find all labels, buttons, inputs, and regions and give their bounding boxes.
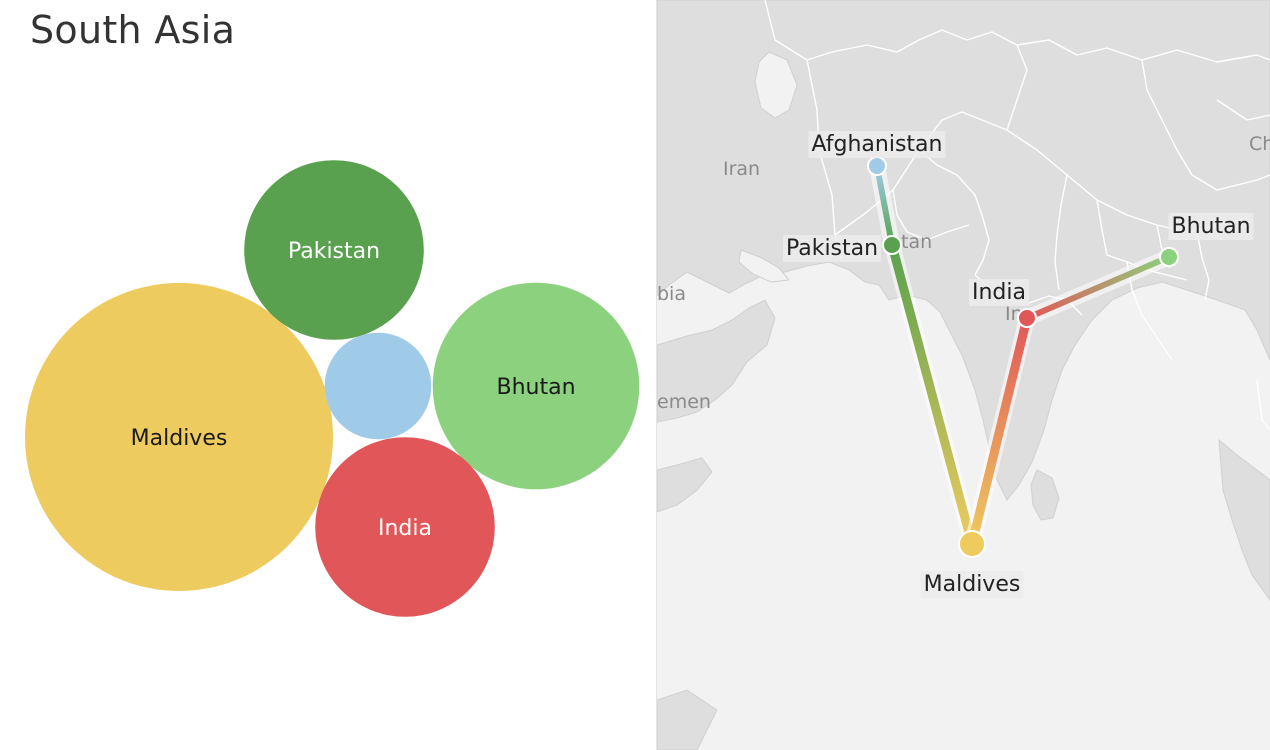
map-point-india[interactable] <box>1017 308 1037 328</box>
bubble-chart-panel: South Asia Maldives Bhutan India Pakistan <box>25 8 640 617</box>
bubble-pakistan[interactable] <box>244 160 424 340</box>
map-geo-label-emen: emen <box>657 391 711 413</box>
bubble-label-maldives: Maldives <box>131 426 228 451</box>
map-canvas[interactable]: IranChbiaementanInAfghanistanPakistanMal… <box>657 0 1270 750</box>
map-label-text-india: India <box>972 280 1026 305</box>
map-label-bg-afghanistan <box>808 131 946 158</box>
bubble-afghanistan[interactable] <box>324 332 432 440</box>
map-land <box>657 0 1270 501</box>
map-geo-label-iran: Iran <box>723 158 760 180</box>
map-point-maldives[interactable] <box>958 530 986 558</box>
map-point-bhutan[interactable] <box>1159 247 1179 267</box>
map-border <box>892 189 970 241</box>
route-segment-india-bhutan[interactable] <box>1024 254 1172 321</box>
map-sea <box>738 249 790 283</box>
bubble-bhutan[interactable] <box>432 282 640 490</box>
route-segment-maldives-india[interactable] <box>967 313 1032 549</box>
map-border <box>1256 379 1270 431</box>
map-border <box>918 149 990 276</box>
map-label-bg-bhutan <box>1168 213 1254 240</box>
map-label-text-afghanistan: Afghanistan <box>812 132 943 157</box>
map-border <box>1054 174 1068 291</box>
bubble-india[interactable] <box>315 437 495 617</box>
map-label-pakistan: Pakistan <box>782 235 882 262</box>
map-border <box>1006 44 1028 131</box>
map-geo-label-bia: bia <box>657 283 686 305</box>
map-label-text-maldives: Maldives <box>924 572 1021 597</box>
bubble-label-pakistan: Pakistan <box>288 239 380 264</box>
map-geo-label-ch: Ch <box>1249 133 1270 155</box>
map-border <box>1196 231 1210 301</box>
map-label-bhutan: Bhutan <box>1168 213 1254 240</box>
bubble-chart: Maldives Bhutan India Pakistan <box>25 160 640 617</box>
map-border <box>1126 261 1173 361</box>
map-label-maldives: Maldives <box>920 571 1024 598</box>
map-border <box>1216 99 1270 121</box>
bubble-label-bhutan: Bhutan <box>496 375 575 400</box>
map-panel[interactable]: Iran Ch bia emen tan In Afghanistan Pakistan Mal… <box>657 0 1270 750</box>
page-title: South Asia <box>30 8 236 52</box>
map-label-text-pakistan: Pakistan <box>786 236 878 261</box>
bubble-label-india: India <box>378 516 432 541</box>
map-geo-label-tan: tan <box>901 231 932 253</box>
route-segment-pakistan-maldives[interactable] <box>887 240 977 549</box>
map-label-bg-pakistan <box>782 235 882 262</box>
map-border <box>1141 59 1270 191</box>
map-label-afghanistan: Afghanistan <box>808 131 946 158</box>
map-point-pakistan[interactable] <box>882 235 902 255</box>
map-land <box>657 299 776 423</box>
map-label-text-bhutan: Bhutan <box>1171 214 1250 239</box>
map-label-bg-maldives <box>920 571 1024 598</box>
map-point-afghanistan[interactable] <box>867 156 887 176</box>
map-label-india: India <box>969 279 1029 306</box>
map-label-bg-india <box>969 279 1029 306</box>
map-land <box>1218 438 1270 601</box>
map-land <box>657 457 713 513</box>
route-segment-afghanistan-pakistan[interactable] <box>874 163 895 248</box>
map-sea <box>754 51 798 119</box>
map-land <box>657 689 718 750</box>
bubble-maldives[interactable] <box>25 283 333 591</box>
map-land <box>1030 469 1060 521</box>
map-border <box>764 0 1270 63</box>
